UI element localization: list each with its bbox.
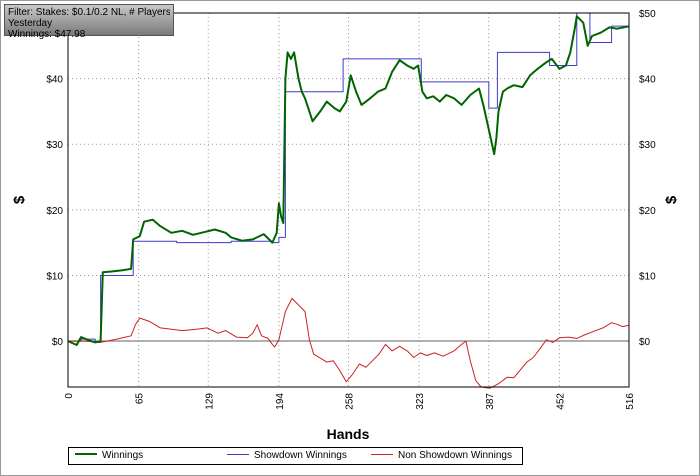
legend-item-showdown: Showdown Winnings [227,450,347,462]
x-tick-label: 258 [345,393,356,410]
period-text: Yesterday [8,18,53,29]
tick-layer: 0 65 129 194 258 323 387 452 516 $0 $0 $10 $10 $20 $20… [46,9,656,410]
y-tick-label-right: $0 [639,337,651,348]
legend-item-non-showdown: Non Showdown Winnings [371,450,512,462]
x-tick-label: 0 [64,393,75,399]
series-line-winnings [67,15,630,346]
y-tick-label-left: $30 [46,140,63,151]
y-tick-label-left: $40 [46,75,63,86]
legend-label-non-showdown: Non Showdown Winnings [398,450,512,461]
y-tick-label-right: $50 [639,9,656,20]
y-axis-title-right: $ [663,195,680,204]
grid-layer [68,13,629,387]
legend-label-winnings: Winnings [102,450,144,461]
series-line-non-showdown-winnings [68,297,630,389]
x-tick-label: 65 [135,393,146,405]
y-tick-label-right: $10 [639,271,656,282]
legend-label-showdown: Showdown Winnings [254,450,347,461]
legend-swatch-showdown [227,453,249,455]
y-tick-label-right: $40 [639,75,656,86]
y-tick-label-right: $20 [639,206,656,217]
legend-item-winnings: Winnings [75,450,143,462]
x-tick-label: 452 [555,393,566,410]
x-tick-label: 516 [625,393,636,410]
y-tick-label-left: $10 [46,271,63,282]
x-tick-label: 194 [275,393,286,410]
y-axis-title-left: $ [11,195,28,204]
x-tick-label: 129 [204,393,215,410]
y-tick-label-left: $20 [46,206,63,217]
x-tick-label: 323 [415,393,426,410]
x-axis-title: Hands [327,426,370,442]
filter-info-box: Filter: Stakes: $0.1/0.2 NL, # Players Y… [4,4,174,40]
plot-area-border [67,12,630,388]
y-tick-label-right: $30 [639,140,656,151]
chart-legend: Winnings Showdown Winnings Non Showdown … [68,447,523,465]
legend-swatch-winnings [75,453,97,456]
legend-swatch-non-showdown [371,453,393,455]
y-tick-label-left: $0 [52,337,64,348]
x-tick-label: 387 [485,393,496,410]
filter-text: Filter: Stakes: $0.1/0.2 NL, # Players [8,7,170,18]
series-layer [67,12,630,389]
winnings-text: Winnings: $47.98 [8,29,86,40]
